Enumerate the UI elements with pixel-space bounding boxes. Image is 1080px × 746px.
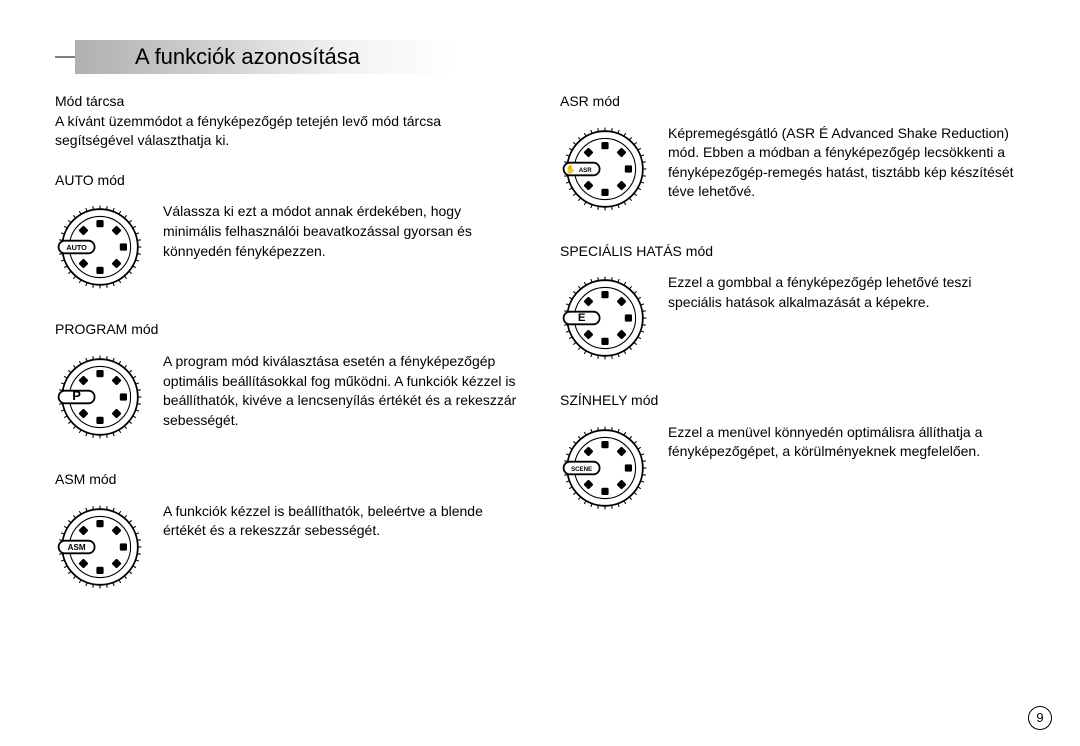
mode-desc-scene: Ezzel a menüvel könnyedén optimálisra ál…: [668, 423, 1025, 462]
mode-title-auto: AUTO mód: [55, 171, 125, 191]
intro-body: A kívánt üzemmódot a fényképezőgép tetej…: [55, 112, 520, 151]
mode-desc-auto: Válassza ki ezt a módot annak érdekében,…: [163, 202, 520, 261]
mode-title-scene: SZÍNHELY mód: [560, 391, 658, 411]
svg-text:✋: ✋: [566, 164, 576, 174]
mode-desc-asm: A funkciók kézzel is beállíthatók, beleé…: [163, 502, 520, 541]
page-title: A funkciók azonosítása: [135, 42, 360, 73]
right-column: ASR mód ✋ASR Képremegésgátló (ASR É Adva…: [560, 92, 1025, 620]
svg-text:ASM: ASM: [68, 543, 86, 552]
mode-dial-scene-icon: SCENE: [560, 423, 650, 513]
page-number: 9: [1028, 706, 1052, 730]
mode-title-asr: ASR mód: [560, 92, 620, 112]
mode-dial-asr-icon: ✋ASR: [560, 124, 650, 214]
svg-text:SCENE: SCENE: [571, 466, 592, 473]
left-column: Mód tárcsa A kívánt üzemmódot a fényképe…: [55, 92, 520, 620]
mode-desc-program: A program mód kiválasztása esetén a fény…: [163, 352, 520, 430]
mode-dial-asm-icon: ASM: [55, 502, 145, 592]
mode-title-program: PROGRAM mód: [55, 320, 158, 340]
svg-text:P: P: [72, 388, 81, 403]
svg-text:ASR: ASR: [579, 167, 592, 174]
mode-title-asm: ASM mód: [55, 470, 116, 490]
mode-desc-asr: Képremegésgátló (ASR É Advanced Shake Re…: [668, 124, 1025, 202]
mode-dial-special-icon: E: [560, 273, 650, 363]
page-title-bar: A funkciók azonosítása: [55, 40, 1025, 74]
mode-title-special: SPECIÁLIS HATÁS mód: [560, 242, 713, 262]
mode-dial-auto-icon: AUTO: [55, 202, 145, 292]
mode-dial-program-icon: P: [55, 352, 145, 442]
svg-text:AUTO: AUTO: [66, 244, 87, 253]
svg-text:E: E: [578, 312, 586, 324]
intro-title: Mód tárcsa: [55, 92, 520, 112]
mode-desc-special: Ezzel a gombbal a fényképezőgép lehetővé…: [668, 273, 1025, 312]
